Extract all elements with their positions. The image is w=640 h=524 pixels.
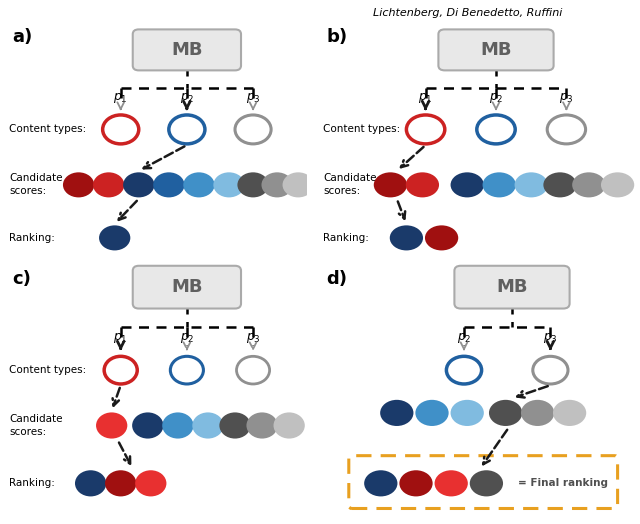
Circle shape <box>380 400 413 426</box>
FancyBboxPatch shape <box>132 29 241 70</box>
Text: Candidate
scores:: Candidate scores: <box>10 173 63 196</box>
Circle shape <box>515 172 548 198</box>
Text: d): d) <box>326 269 348 288</box>
Text: Content types:: Content types: <box>323 124 401 135</box>
Circle shape <box>135 470 166 496</box>
Circle shape <box>364 470 397 496</box>
Text: a): a) <box>12 28 33 46</box>
Text: Ranking:: Ranking: <box>323 233 369 243</box>
Circle shape <box>553 400 586 426</box>
Circle shape <box>451 400 484 426</box>
Circle shape <box>246 412 278 439</box>
Circle shape <box>406 172 439 198</box>
Circle shape <box>489 400 522 426</box>
Circle shape <box>399 470 433 496</box>
Circle shape <box>105 470 136 496</box>
Circle shape <box>220 412 251 439</box>
Circle shape <box>470 470 503 496</box>
Circle shape <box>237 172 269 198</box>
Text: $p_2$: $p_2$ <box>489 91 503 105</box>
Circle shape <box>435 470 468 496</box>
Circle shape <box>521 400 554 426</box>
Text: $p_2$: $p_2$ <box>457 331 471 345</box>
FancyBboxPatch shape <box>349 456 618 508</box>
Text: Lichtenberg, Di Benedetto, Ruffini: Lichtenberg, Di Benedetto, Ruffini <box>372 8 562 18</box>
FancyBboxPatch shape <box>132 266 241 309</box>
Text: Content types:: Content types: <box>10 124 86 135</box>
Text: Candidate
scores:: Candidate scores: <box>323 173 377 196</box>
FancyBboxPatch shape <box>454 266 570 309</box>
Text: Content types:: Content types: <box>10 365 86 375</box>
Text: MB: MB <box>480 41 512 59</box>
Text: $p_3$: $p_3$ <box>246 91 260 105</box>
Text: MB: MB <box>496 278 528 296</box>
Circle shape <box>374 172 407 198</box>
Circle shape <box>572 172 605 198</box>
Circle shape <box>213 172 244 198</box>
Text: $p_2$: $p_2$ <box>180 91 194 105</box>
Circle shape <box>162 412 193 439</box>
Circle shape <box>262 172 292 198</box>
FancyBboxPatch shape <box>438 29 554 70</box>
Text: $p_1$: $p_1$ <box>113 331 128 345</box>
Text: $p_3$: $p_3$ <box>559 91 574 105</box>
Circle shape <box>153 172 184 198</box>
Circle shape <box>273 412 305 439</box>
Circle shape <box>601 172 634 198</box>
Circle shape <box>99 225 131 250</box>
Text: $p_1$: $p_1$ <box>419 91 433 105</box>
Text: c): c) <box>12 269 31 288</box>
Circle shape <box>543 172 577 198</box>
Text: $p_2$: $p_2$ <box>180 331 194 345</box>
Text: $p_3$: $p_3$ <box>246 331 260 345</box>
Circle shape <box>96 412 127 439</box>
Circle shape <box>123 172 154 198</box>
Circle shape <box>63 172 94 198</box>
Text: = Final ranking: = Final ranking <box>518 478 609 488</box>
Text: MB: MB <box>171 41 203 59</box>
Text: $p_3$: $p_3$ <box>543 331 558 345</box>
Circle shape <box>415 400 449 426</box>
Text: Candidate
scores:: Candidate scores: <box>10 414 63 437</box>
Circle shape <box>390 225 423 250</box>
Circle shape <box>425 225 458 250</box>
Text: b): b) <box>326 28 348 46</box>
Circle shape <box>282 172 314 198</box>
Circle shape <box>75 470 106 496</box>
Circle shape <box>93 172 124 198</box>
Text: $p_1$: $p_1$ <box>113 91 128 105</box>
Text: Ranking:: Ranking: <box>10 478 55 488</box>
Circle shape <box>132 412 163 439</box>
Text: Ranking:: Ranking: <box>10 233 55 243</box>
Circle shape <box>192 412 223 439</box>
Text: MB: MB <box>171 278 203 296</box>
Circle shape <box>483 172 516 198</box>
Circle shape <box>183 172 214 198</box>
Circle shape <box>451 172 484 198</box>
